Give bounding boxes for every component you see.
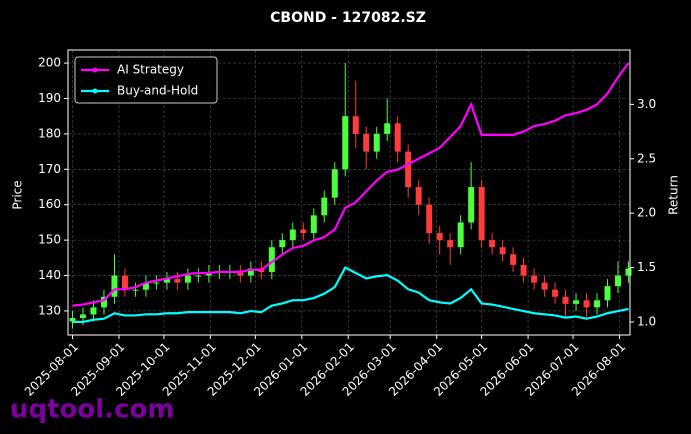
candle-body: [373, 133, 380, 152]
candle-body: [268, 247, 275, 272]
chart-title: CBOND - 127082.SZ: [270, 10, 426, 26]
candle-body: [163, 279, 170, 283]
candle-body: [625, 268, 632, 276]
candle-body: [174, 279, 181, 283]
candle-body: [195, 275, 202, 277]
candle-body: [426, 204, 433, 234]
candle-body: [121, 275, 128, 290]
candle-body: [321, 197, 328, 216]
candle-body: [394, 123, 401, 152]
legend-marker: [92, 88, 98, 94]
candle-body: [520, 264, 527, 276]
candle-body: [384, 123, 391, 134]
candle-body: [415, 187, 422, 205]
y2-axis-label: Return: [667, 175, 681, 215]
y-tick-label: 140: [38, 268, 61, 282]
y-tick-label: 180: [38, 126, 61, 140]
candle-body: [100, 296, 107, 308]
candle-body: [363, 133, 370, 152]
y-tick-label: 150: [38, 233, 61, 247]
watermark: uqtool.com: [10, 395, 174, 425]
y-axis-label: Price: [11, 180, 25, 209]
y2-tick-label: 1.5: [637, 260, 656, 274]
candle-body: [132, 289, 139, 291]
candle-body: [90, 307, 97, 315]
y-tick-label: 130: [38, 303, 61, 317]
y2-tick-label: 2.5: [637, 151, 656, 165]
series-line: [72, 62, 630, 307]
candle-body: [184, 275, 191, 283]
candle-body: [69, 318, 76, 322]
candle-body: [562, 296, 569, 304]
y-tick-label: 190: [38, 91, 61, 105]
y-tick-label: 170: [38, 162, 61, 176]
candle-body: [405, 151, 412, 188]
series-line: [72, 266, 629, 324]
y-tick-label: 200: [38, 56, 61, 70]
candle-body: [289, 229, 296, 241]
candle-body: [499, 247, 506, 255]
candle-body: [531, 275, 538, 283]
candle-body: [583, 300, 590, 308]
candle-body: [573, 300, 580, 304]
candle-body: [300, 229, 307, 234]
candle-body: [447, 240, 454, 248]
candle-body: [604, 286, 611, 301]
candle-body: [247, 268, 254, 276]
candle-body: [310, 215, 317, 234]
legend-marker: [92, 67, 98, 73]
legend-label: AI Strategy: [117, 63, 184, 77]
candle-body: [457, 222, 464, 248]
candle-body: [436, 233, 443, 241]
candle-body: [615, 275, 622, 287]
y2-tick-label: 1.0: [637, 314, 656, 328]
candle-body: [594, 300, 601, 308]
legend-label: Buy-and-Hold: [117, 84, 198, 98]
candle-body: [153, 282, 160, 284]
y-tick-label: 160: [38, 197, 61, 211]
candle-body: [468, 187, 475, 223]
candle-body: [142, 282, 149, 290]
y2-tick-label: 2.0: [637, 206, 656, 220]
candle-body: [331, 169, 338, 198]
candle-body: [79, 314, 86, 319]
candle-body: [489, 240, 496, 248]
y2-tick-label: 3.0: [637, 97, 656, 111]
candle-body: [352, 116, 359, 134]
candle-body: [342, 116, 349, 170]
candle-body: [552, 289, 559, 297]
candle-body: [111, 275, 118, 297]
candle-body: [279, 240, 286, 248]
plot-frame: [67, 49, 631, 336]
candle-body: [478, 187, 485, 241]
candle-body: [541, 282, 548, 290]
candle-body: [510, 254, 517, 265]
legend-box: [74, 56, 218, 104]
candle-body: [237, 271, 244, 276]
